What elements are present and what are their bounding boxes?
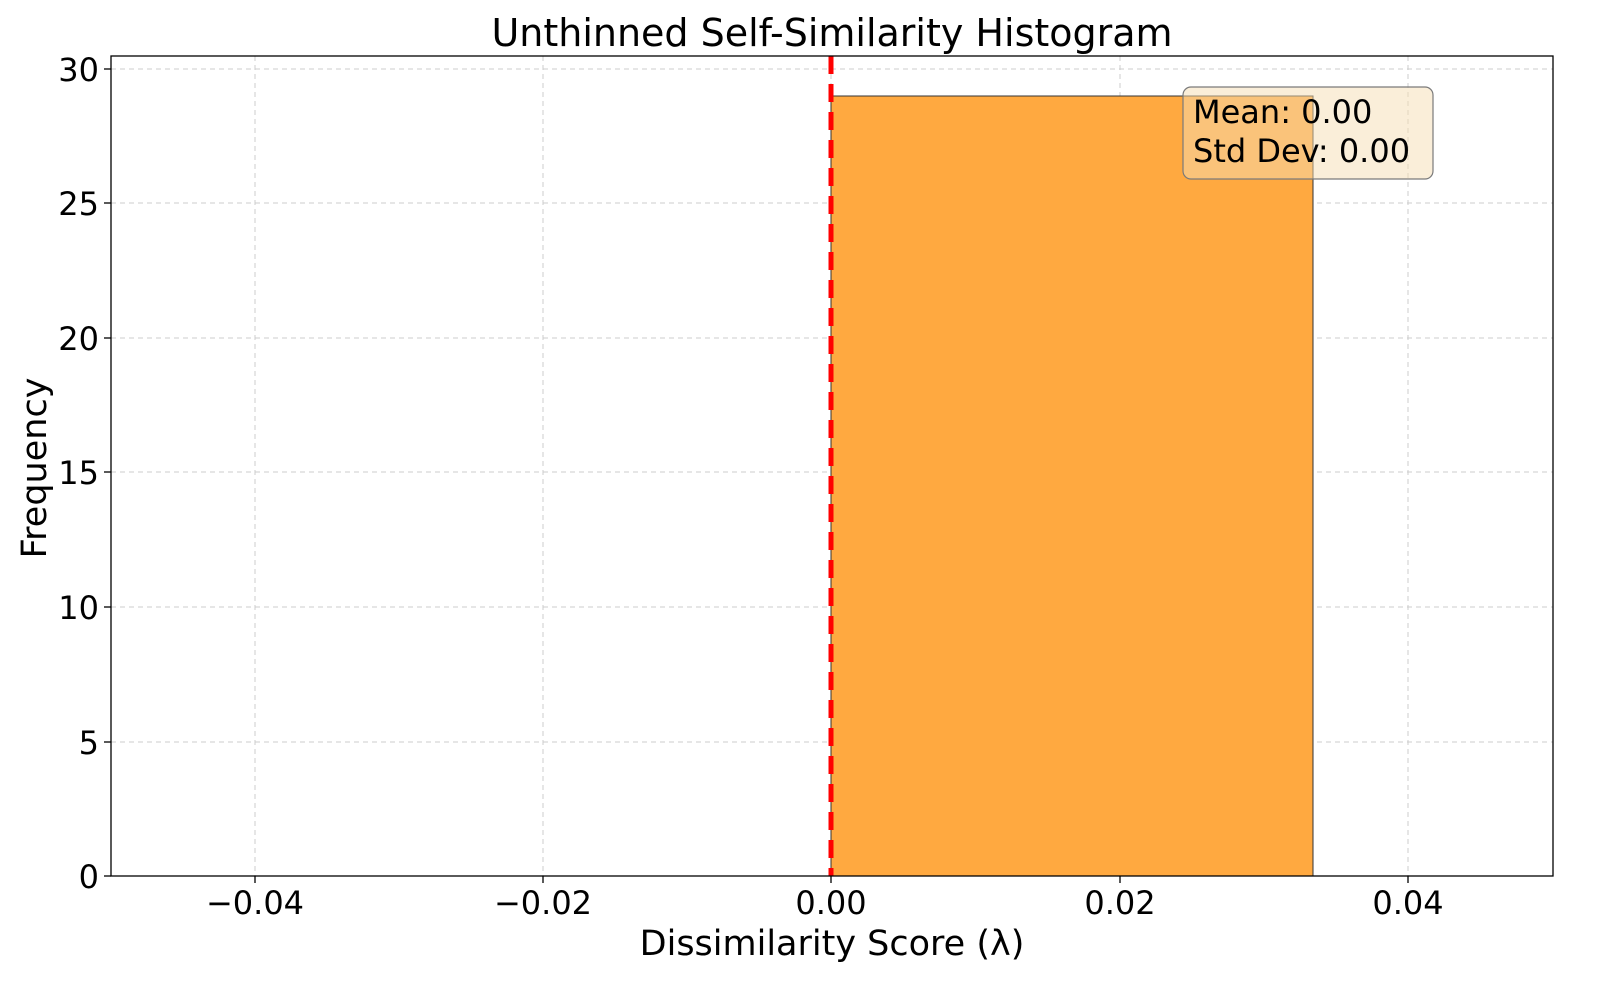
std-dev-label: Std Dev: 0.00 — [1193, 132, 1410, 170]
mean-label: Mean: 0.00 — [1193, 93, 1372, 131]
stats-annotation: Mean: 0.00 Std Dev: 0.00 — [1182, 86, 1434, 180]
y-tick-label: 30 — [58, 51, 99, 89]
y-tick-label: 0 — [79, 858, 99, 896]
chart-title: Unthinned Self-Similarity Histogram — [491, 11, 1172, 55]
x-tick-label: 0.02 — [1084, 884, 1155, 922]
y-tick-label: 5 — [79, 724, 99, 762]
x-tick-label: −0.02 — [494, 884, 592, 922]
x-tick-label: 0.00 — [795, 884, 866, 922]
y-axis-label: Frequency — [15, 378, 55, 559]
x-tick-label: 0.04 — [1372, 884, 1443, 922]
axes-frame — [110, 55, 1554, 877]
x-axis-label: Dissimilarity Score (λ) — [640, 924, 1025, 964]
x-tick-label: −0.04 — [206, 884, 304, 922]
histogram-bar — [830, 95, 1314, 877]
y-tick-label: 25 — [58, 185, 99, 223]
y-tick-label: 20 — [58, 320, 99, 358]
y-tick-label: 15 — [58, 454, 99, 492]
x-axis: −0.04 −0.02 0.00 0.02 0.04 — [206, 876, 1444, 922]
y-tick-label: 10 — [58, 589, 99, 627]
y-axis: 0 5 10 15 20 25 30 — [58, 51, 111, 896]
